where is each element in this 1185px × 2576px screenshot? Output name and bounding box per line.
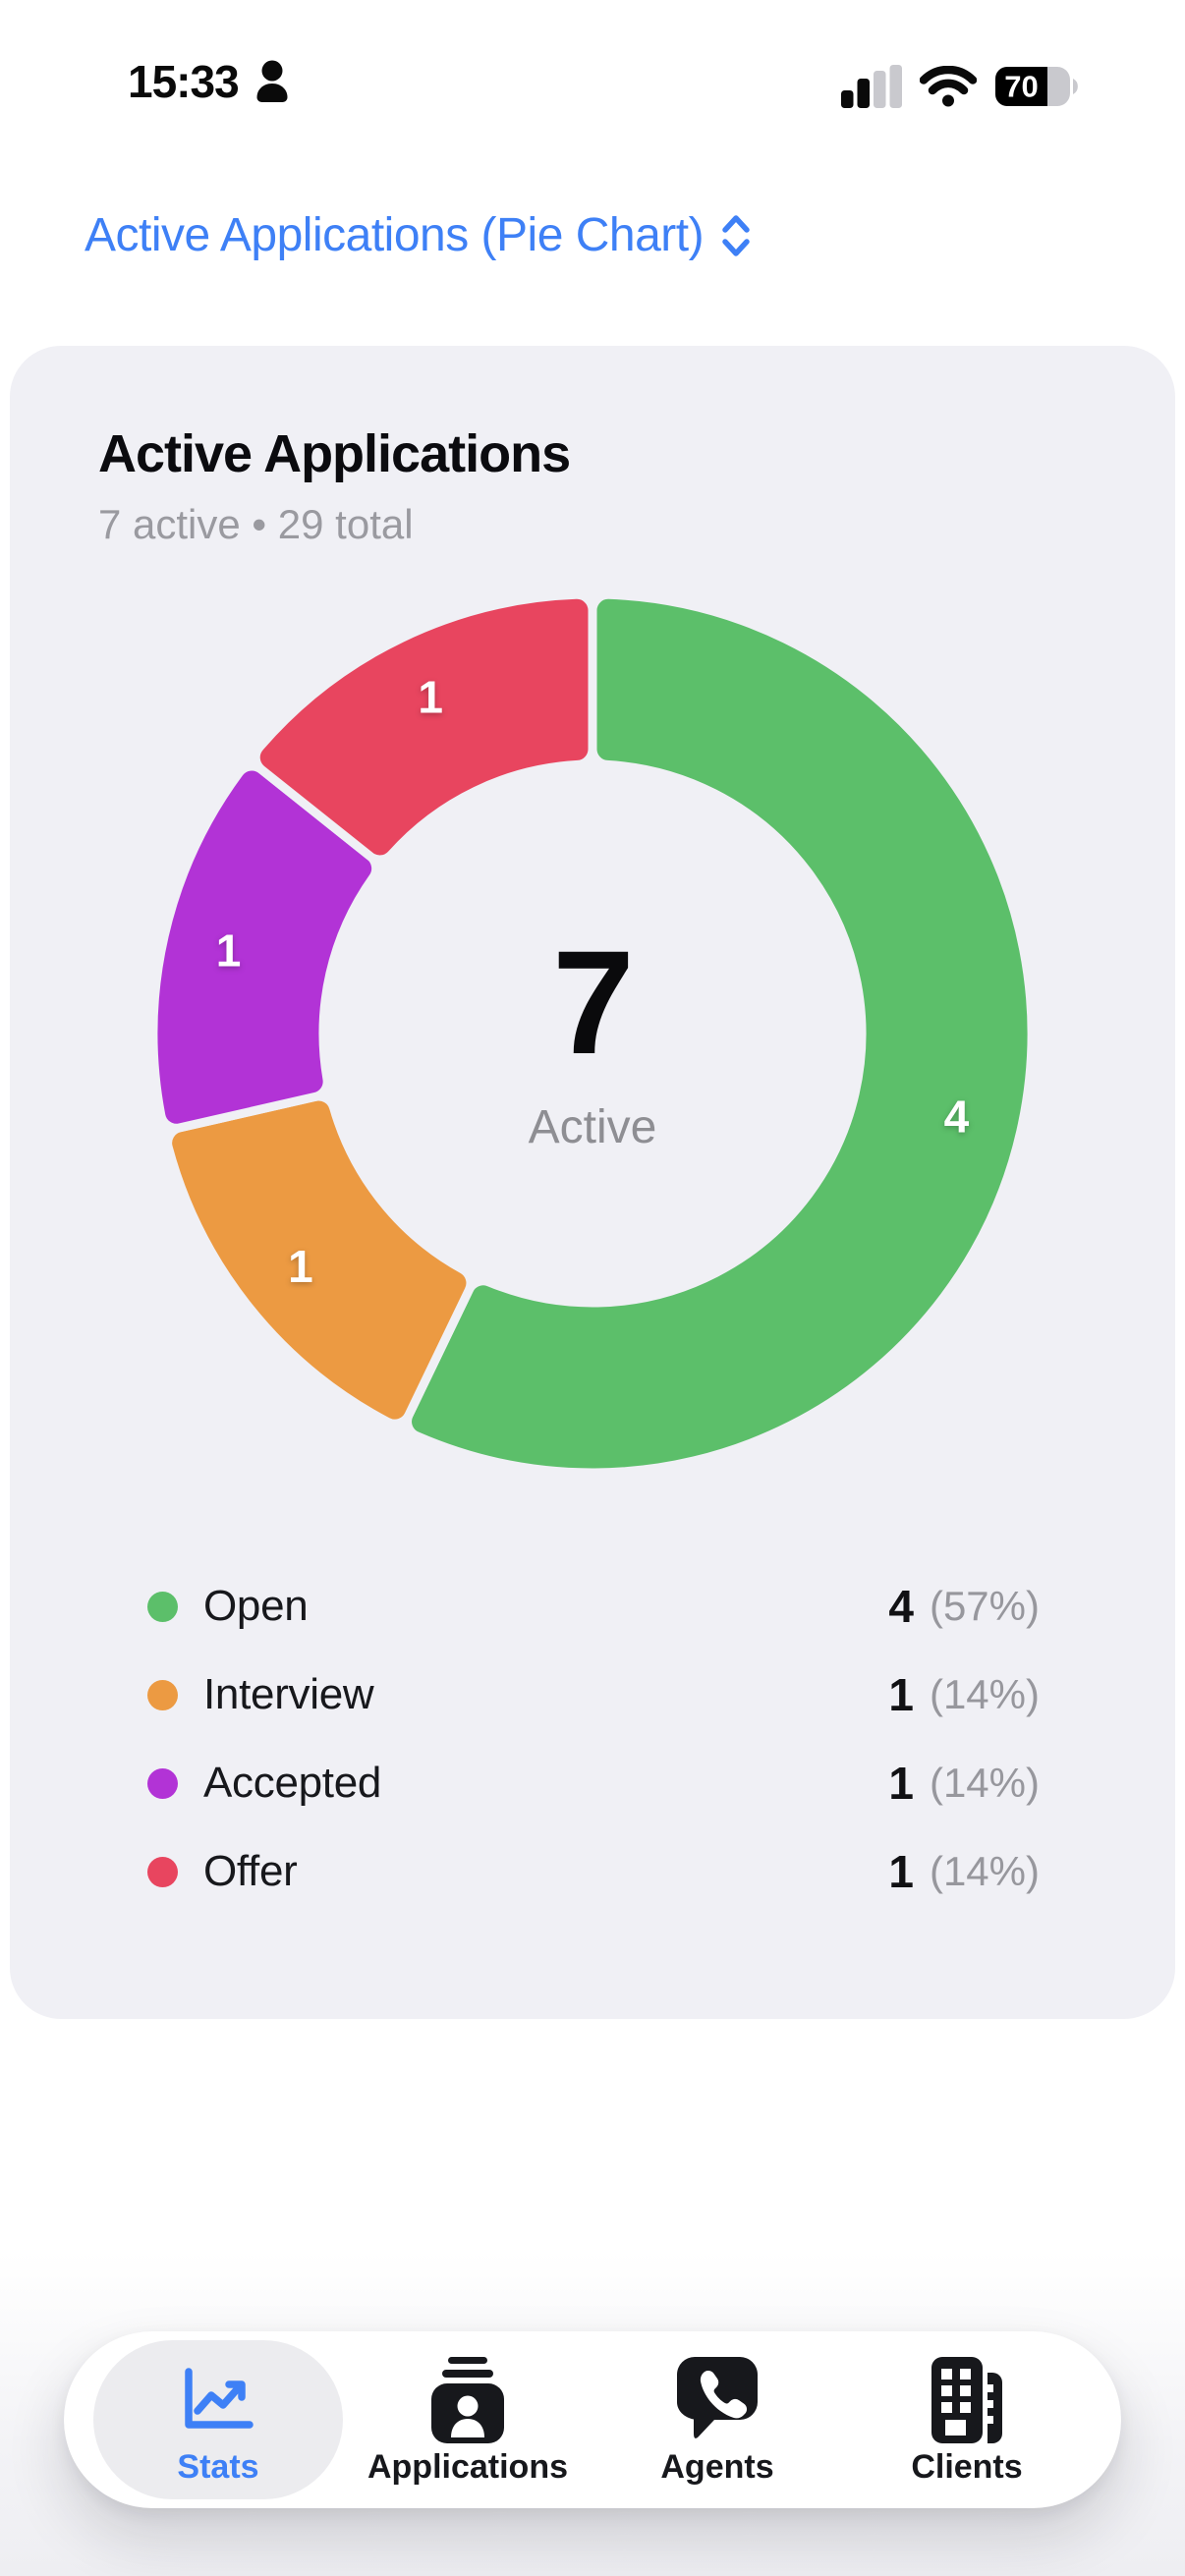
chart-picker-button[interactable]: Active Applications (Pie Chart) xyxy=(85,208,753,263)
donut-slice-accepted[interactable] xyxy=(148,761,381,1133)
chart-legend: Open 4 (57%) Interview 1 (14%) Accepted … xyxy=(10,1562,1175,1916)
battery-icon: 70 xyxy=(995,67,1078,106)
legend-value: 1 xyxy=(888,1669,914,1720)
legend-row-interview: Interview 1 (14%) xyxy=(147,1651,1040,1739)
tab-applications[interactable]: Applications xyxy=(343,2331,592,2508)
battery-percent-label: 70 xyxy=(1004,70,1038,104)
chevron-up-down-icon xyxy=(722,215,750,256)
slice-value-label: 1 xyxy=(288,1241,313,1292)
slice-value-label: 4 xyxy=(944,1092,970,1143)
legend-row-open: Open 4 (57%) xyxy=(147,1562,1040,1651)
cellular-signal-icon xyxy=(841,65,902,108)
card-title: Active Applications xyxy=(98,424,571,483)
tab-bar: Stats Applications Agents xyxy=(64,2331,1121,2508)
id-badge-icon xyxy=(431,2355,504,2445)
legend-value: 1 xyxy=(888,1758,914,1809)
status-time: 15:33 xyxy=(128,56,240,107)
legend-value: 4 xyxy=(888,1581,914,1632)
legend-label: Accepted xyxy=(203,1759,382,1807)
legend-dot-accepted xyxy=(147,1767,178,1799)
slice-value-label: 1 xyxy=(216,924,242,976)
donut-slice-offer[interactable] xyxy=(251,589,597,865)
wifi-icon xyxy=(920,66,977,107)
legend-dot-interview xyxy=(147,1679,178,1710)
legend-dot-offer xyxy=(147,1856,178,1887)
phone-chat-icon xyxy=(677,2355,758,2445)
donut-slice-interview[interactable] xyxy=(163,1092,476,1428)
tab-clients[interactable]: Clients xyxy=(842,2331,1092,2508)
legend-percent: (14%) xyxy=(929,1848,1040,1894)
buildings-icon xyxy=(931,2355,1002,2445)
card-subtitle: 7 active • 29 total xyxy=(98,501,414,547)
status-bar-right: 70 xyxy=(841,65,1081,108)
tab-stats[interactable]: Stats xyxy=(93,2340,343,2499)
legend-label: Offer xyxy=(203,1847,298,1895)
legend-row-offer: Offer 1 (14%) xyxy=(147,1827,1040,1916)
legend-percent: (14%) xyxy=(929,1760,1040,1806)
line-chart-icon xyxy=(181,2355,255,2445)
chart-picker-label: Active Applications (Pie Chart) xyxy=(85,209,705,261)
tab-label-agents: Agents xyxy=(660,2448,774,2486)
tab-label-clients: Clients xyxy=(911,2448,1023,2486)
legend-label: Interview xyxy=(203,1670,374,1718)
status-bar-left: 15:33 xyxy=(128,59,292,104)
legend-label: Open xyxy=(203,1582,309,1630)
tab-agents[interactable]: Agents xyxy=(592,2331,842,2508)
legend-value: 1 xyxy=(888,1846,914,1897)
slice-value-label: 1 xyxy=(418,672,443,723)
stats-card: Active Applications 7 active • 29 total … xyxy=(10,346,1175,2019)
tab-label-applications: Applications xyxy=(367,2448,569,2486)
legend-percent: (14%) xyxy=(929,1671,1040,1717)
legend-dot-open xyxy=(147,1591,178,1622)
person-icon xyxy=(256,60,288,102)
legend-row-accepted: Accepted 1 (14%) xyxy=(147,1739,1040,1827)
tab-label-stats: Stats xyxy=(177,2448,259,2486)
legend-percent: (57%) xyxy=(929,1583,1040,1629)
status-bar: 15:33 70 xyxy=(0,59,1185,128)
